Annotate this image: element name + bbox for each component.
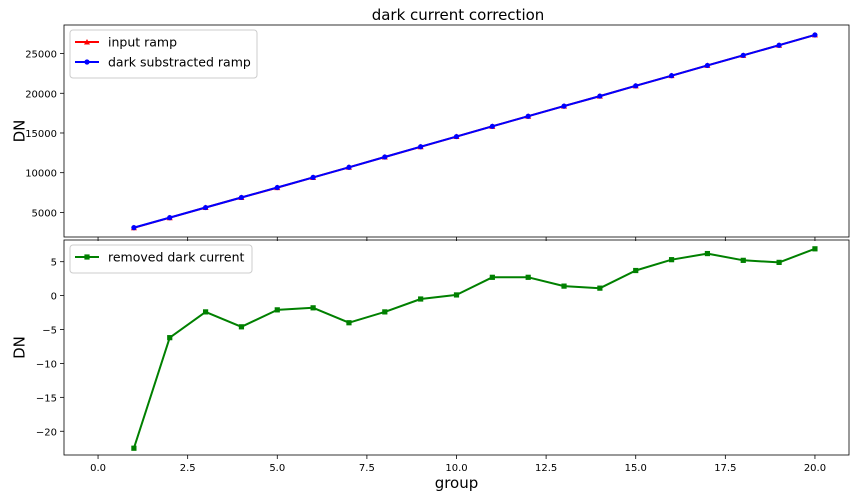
data-point xyxy=(346,320,352,326)
data-point xyxy=(346,164,352,170)
data-point xyxy=(489,274,495,280)
data-point xyxy=(238,194,245,201)
data-point xyxy=(704,250,711,257)
data-point xyxy=(740,52,746,58)
data-point xyxy=(453,133,460,140)
data-point xyxy=(525,113,531,119)
data-point xyxy=(382,154,388,160)
y-tick-label: 15000 xyxy=(25,129,57,140)
data-point xyxy=(633,267,639,274)
data-point xyxy=(489,123,495,129)
axes-frame xyxy=(63,24,850,238)
x-tick-label: 20.0 xyxy=(804,463,826,474)
figure-title: dark current correction xyxy=(372,6,545,24)
x-tick-label: 5.0 xyxy=(269,463,285,474)
x-tick-label: 12.5 xyxy=(535,463,557,474)
data-point xyxy=(310,305,316,311)
legend-box xyxy=(69,244,253,274)
data-point xyxy=(418,144,424,150)
data-point xyxy=(740,257,746,263)
legend-marker xyxy=(84,39,90,45)
x-tick-label: 2.5 xyxy=(180,463,196,474)
y-tick-label: 10000 xyxy=(25,169,57,180)
data-point xyxy=(776,42,782,48)
x-tick-label: 15.0 xyxy=(625,463,647,474)
bottom-plot-panel: 5 0 −5 −10 −15 −20 0.0 2.5 5.0 7.5 10.0 12.5 15.0 17.… xyxy=(11,239,850,492)
data-point xyxy=(453,292,460,298)
data-point xyxy=(597,93,603,99)
data-point xyxy=(812,32,818,38)
data-point xyxy=(310,174,316,180)
legend-marker xyxy=(84,254,90,260)
x-tick-label: 7.5 xyxy=(359,463,375,474)
data-point xyxy=(202,204,209,211)
data-point xyxy=(382,309,388,315)
data-point xyxy=(131,445,137,451)
y-tick-label: 0 xyxy=(51,292,57,303)
data-point xyxy=(238,324,245,330)
data-point xyxy=(274,184,280,191)
y-tick-label: −10 xyxy=(36,359,57,370)
y-tick-label: 5 xyxy=(51,258,57,269)
y-axis-label: DN xyxy=(11,336,29,359)
data-point xyxy=(418,296,424,302)
axes-frame xyxy=(63,239,850,456)
data-point xyxy=(668,257,675,263)
data-point xyxy=(202,309,209,315)
x-tick-label: 0.0 xyxy=(90,463,106,474)
x-tick-label: 10.0 xyxy=(445,463,467,474)
series-line-removed-dark-current xyxy=(132,247,816,449)
legend-label: removed dark current xyxy=(108,250,245,265)
data-point xyxy=(633,83,639,89)
data-point xyxy=(561,283,567,289)
y-tick-label: 20000 xyxy=(25,89,57,100)
data-point xyxy=(525,274,531,280)
y-tick-label: 5000 xyxy=(32,208,57,219)
top-plot-panel: 5000 10000 15000 20000 25000 DN input ramp dark… xyxy=(11,24,850,241)
series-line-dark-substracted-ramp xyxy=(133,33,816,229)
y-tick-label: −15 xyxy=(36,393,57,404)
data-point xyxy=(776,259,782,265)
data-point xyxy=(668,73,675,79)
legend-label: input ramp xyxy=(108,35,177,50)
data-point xyxy=(274,307,280,313)
data-point xyxy=(812,246,818,252)
data-point xyxy=(167,215,173,221)
data-point xyxy=(167,335,173,341)
y-tick-label: −20 xyxy=(36,427,57,438)
y-tick-label: −5 xyxy=(42,326,57,337)
y-axis-label: DN xyxy=(11,120,29,143)
data-point xyxy=(561,103,567,109)
y-tick-label: 25000 xyxy=(25,50,57,61)
data-point xyxy=(131,225,137,231)
legend-marker xyxy=(84,59,90,65)
x-tick-label: 17.5 xyxy=(714,463,736,474)
x-axis-label: group xyxy=(435,474,479,492)
legend-label: dark substracted ramp xyxy=(108,55,251,70)
legend-box xyxy=(69,29,258,79)
data-point xyxy=(704,62,711,69)
data-point xyxy=(597,285,603,291)
